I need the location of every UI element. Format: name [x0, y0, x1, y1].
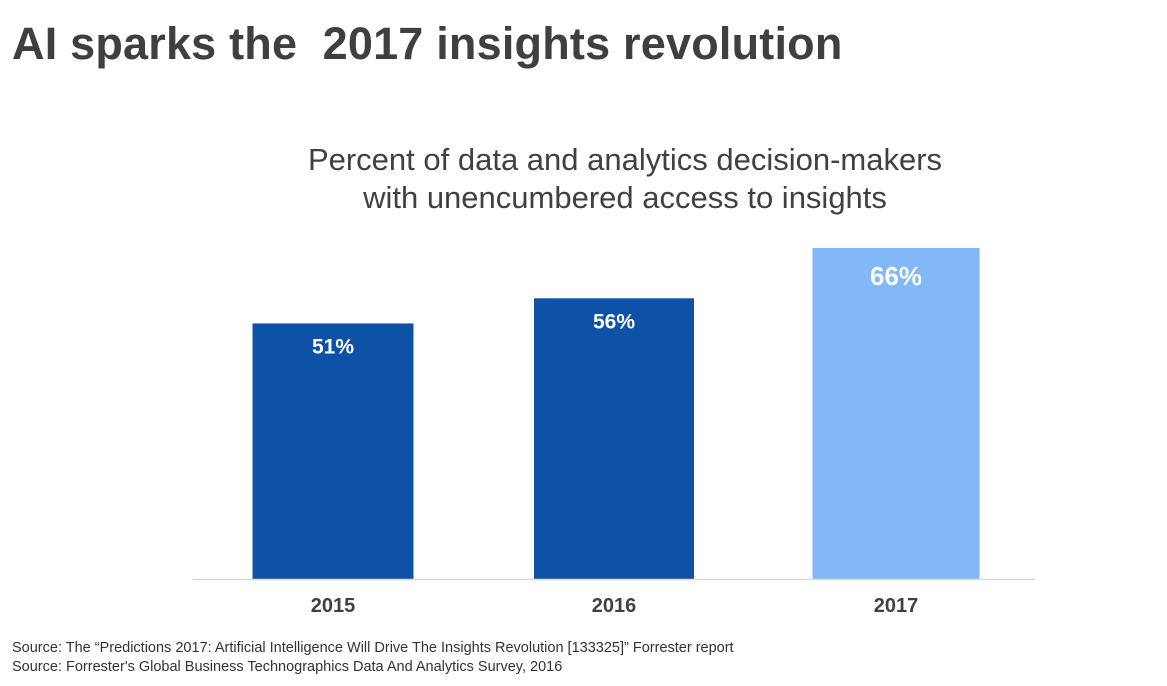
- tick-label-2015: 2015: [311, 595, 356, 617]
- data-label-2015: 51%: [312, 335, 354, 358]
- bars-layer: [252, 248, 980, 580]
- bar-2017: [812, 248, 980, 580]
- data-label-2016: 56%: [593, 310, 635, 333]
- tick-label-2016: 2016: [592, 595, 637, 617]
- source-note-1: Source: The “Predictions 2017: Artificia…: [12, 640, 734, 656]
- page-title: AI sparks the 2017 insights revolution: [12, 18, 843, 69]
- source-note-2: Source: Forrester's Global Business Tech…: [12, 659, 563, 675]
- chart-title-line-1: Percent of data and analytics decision-m…: [307, 142, 943, 177]
- data-label-2017: 66%: [870, 261, 922, 291]
- bar-2015: [252, 323, 414, 580]
- chart-title-line-2: with unencumbered access to insights: [363, 180, 887, 215]
- labels-layer: 51% 2015 56% 2016 66% 2017: [311, 261, 922, 617]
- bar-2016: [534, 298, 694, 580]
- tick-label-2017: 2017: [874, 595, 919, 617]
